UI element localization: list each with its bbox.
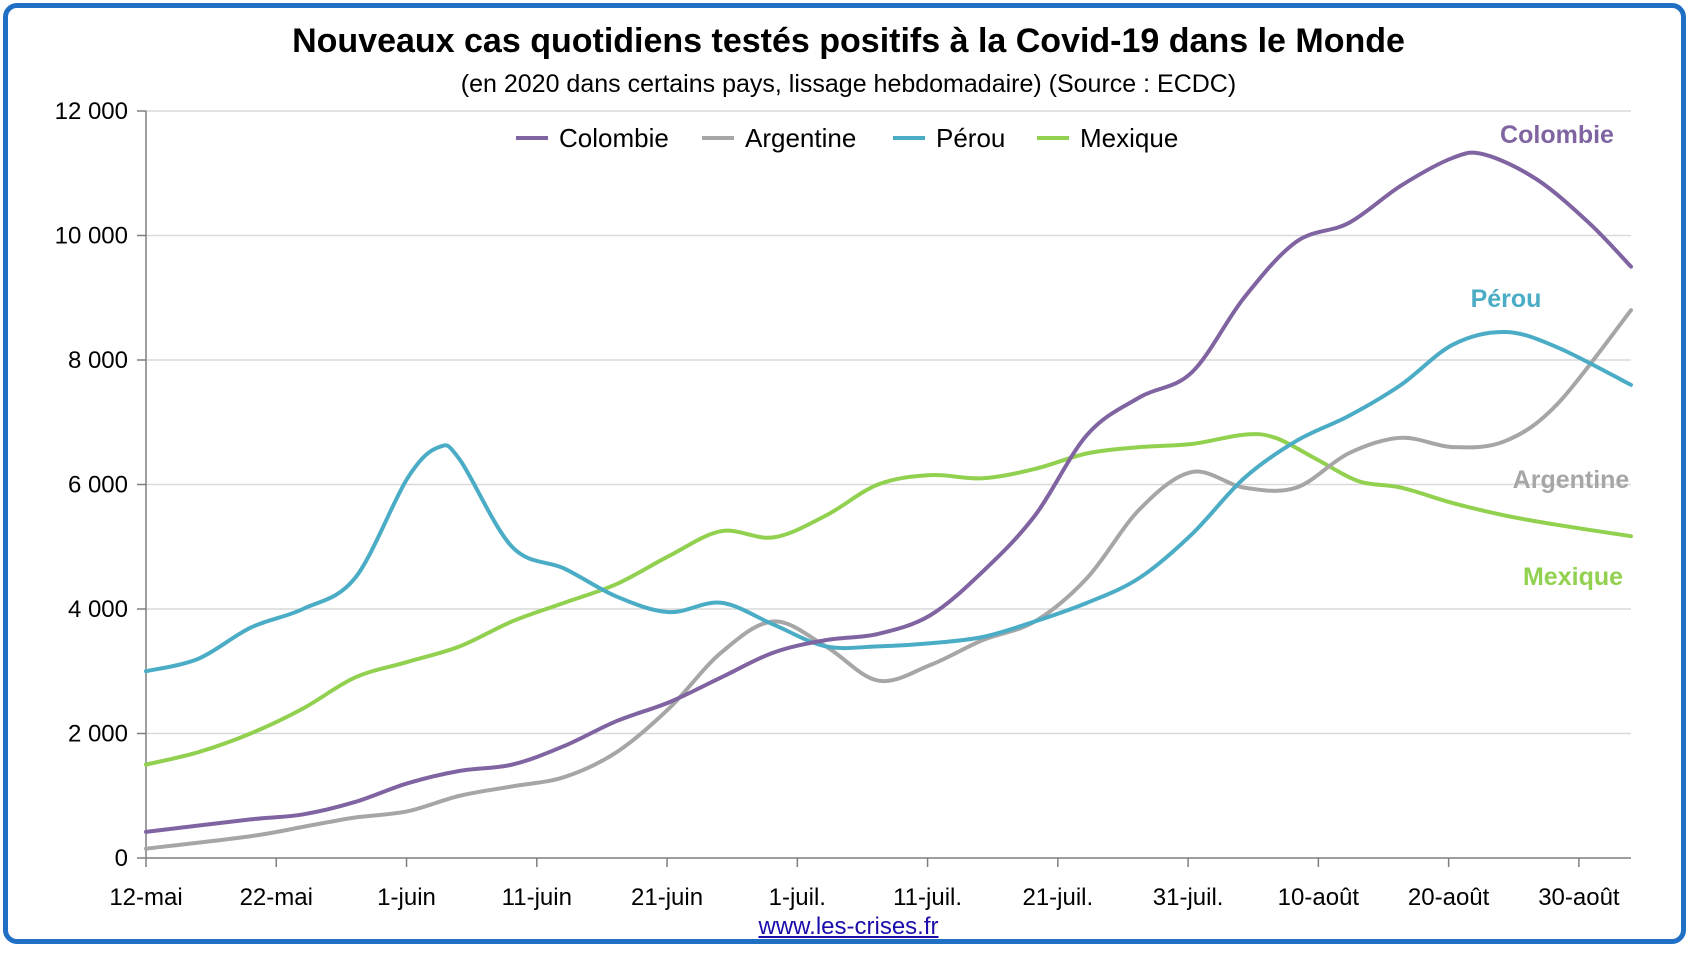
x-tick-label: 11-juin bbox=[502, 884, 572, 911]
x-tick-labels: 12-mai 22-mai 1-juin 11-juin 21-juin 1-juil. 1… bbox=[109, 884, 1620, 911]
x-tick-label: 31-juil. bbox=[1153, 884, 1224, 911]
axes bbox=[137, 110, 1631, 867]
x-tick-label: 30-août bbox=[1538, 884, 1620, 911]
legend-label: Colombie bbox=[559, 123, 669, 153]
legend-label: Argentine bbox=[745, 123, 856, 153]
x-tick-label: 20-août bbox=[1408, 884, 1490, 911]
y-tick-label: 10 000 bbox=[55, 223, 128, 250]
series-end-label: Mexique bbox=[1523, 563, 1623, 591]
x-tick-label: 11-juil. bbox=[893, 884, 962, 911]
legend-label: Pérou bbox=[936, 123, 1005, 153]
series-end-label: Argentine bbox=[1513, 466, 1630, 494]
x-tick-label: 10-août bbox=[1278, 884, 1360, 911]
legend: Colombie Argentine Pérou Mexique bbox=[516, 123, 1178, 153]
chart-subtitle: (en 2020 dans certains pays, lissage heb… bbox=[460, 70, 1237, 98]
source-link[interactable]: www.les-crises.fr bbox=[758, 913, 939, 940]
x-tick-label: 21-juin bbox=[631, 884, 703, 911]
y-tick-label: 0 bbox=[115, 845, 128, 872]
y-tick-labels: 0 2 000 4 000 6 000 8 000 10 000 12 000 bbox=[55, 98, 128, 872]
y-tick-label: 12 000 bbox=[55, 98, 128, 125]
series-end-label: Colombie bbox=[1500, 121, 1614, 149]
x-tick-label: 1-juil. bbox=[769, 884, 826, 911]
x-tick-label: 12-mai bbox=[109, 884, 182, 911]
x-tick-label: 22-mai bbox=[240, 884, 313, 911]
chart-frame bbox=[3, 3, 1686, 944]
series-line-argentine bbox=[144, 308, 1633, 851]
x-tick-label: 21-juil. bbox=[1022, 884, 1093, 911]
y-tick-label: 4 000 bbox=[68, 596, 128, 623]
legend-label: Mexique bbox=[1080, 123, 1178, 153]
gridlines bbox=[146, 110, 1631, 735]
x-tick-label: 1-juin bbox=[377, 884, 436, 911]
y-tick-label: 6 000 bbox=[68, 472, 128, 499]
series-end-label: Pérou bbox=[1471, 285, 1542, 313]
series-line-perou bbox=[144, 329, 1633, 674]
series-line-colombie bbox=[144, 150, 1633, 834]
series-line-mexique bbox=[144, 432, 1633, 767]
y-tick-label: 8 000 bbox=[68, 347, 128, 374]
series-lines bbox=[144, 150, 1633, 851]
y-tick-label: 2 000 bbox=[68, 721, 128, 748]
chart-title: Nouveaux cas quotidiens testés positifs … bbox=[292, 22, 1405, 60]
end-labels: Colombie Pérou Argentine Mexique bbox=[1471, 121, 1630, 591]
